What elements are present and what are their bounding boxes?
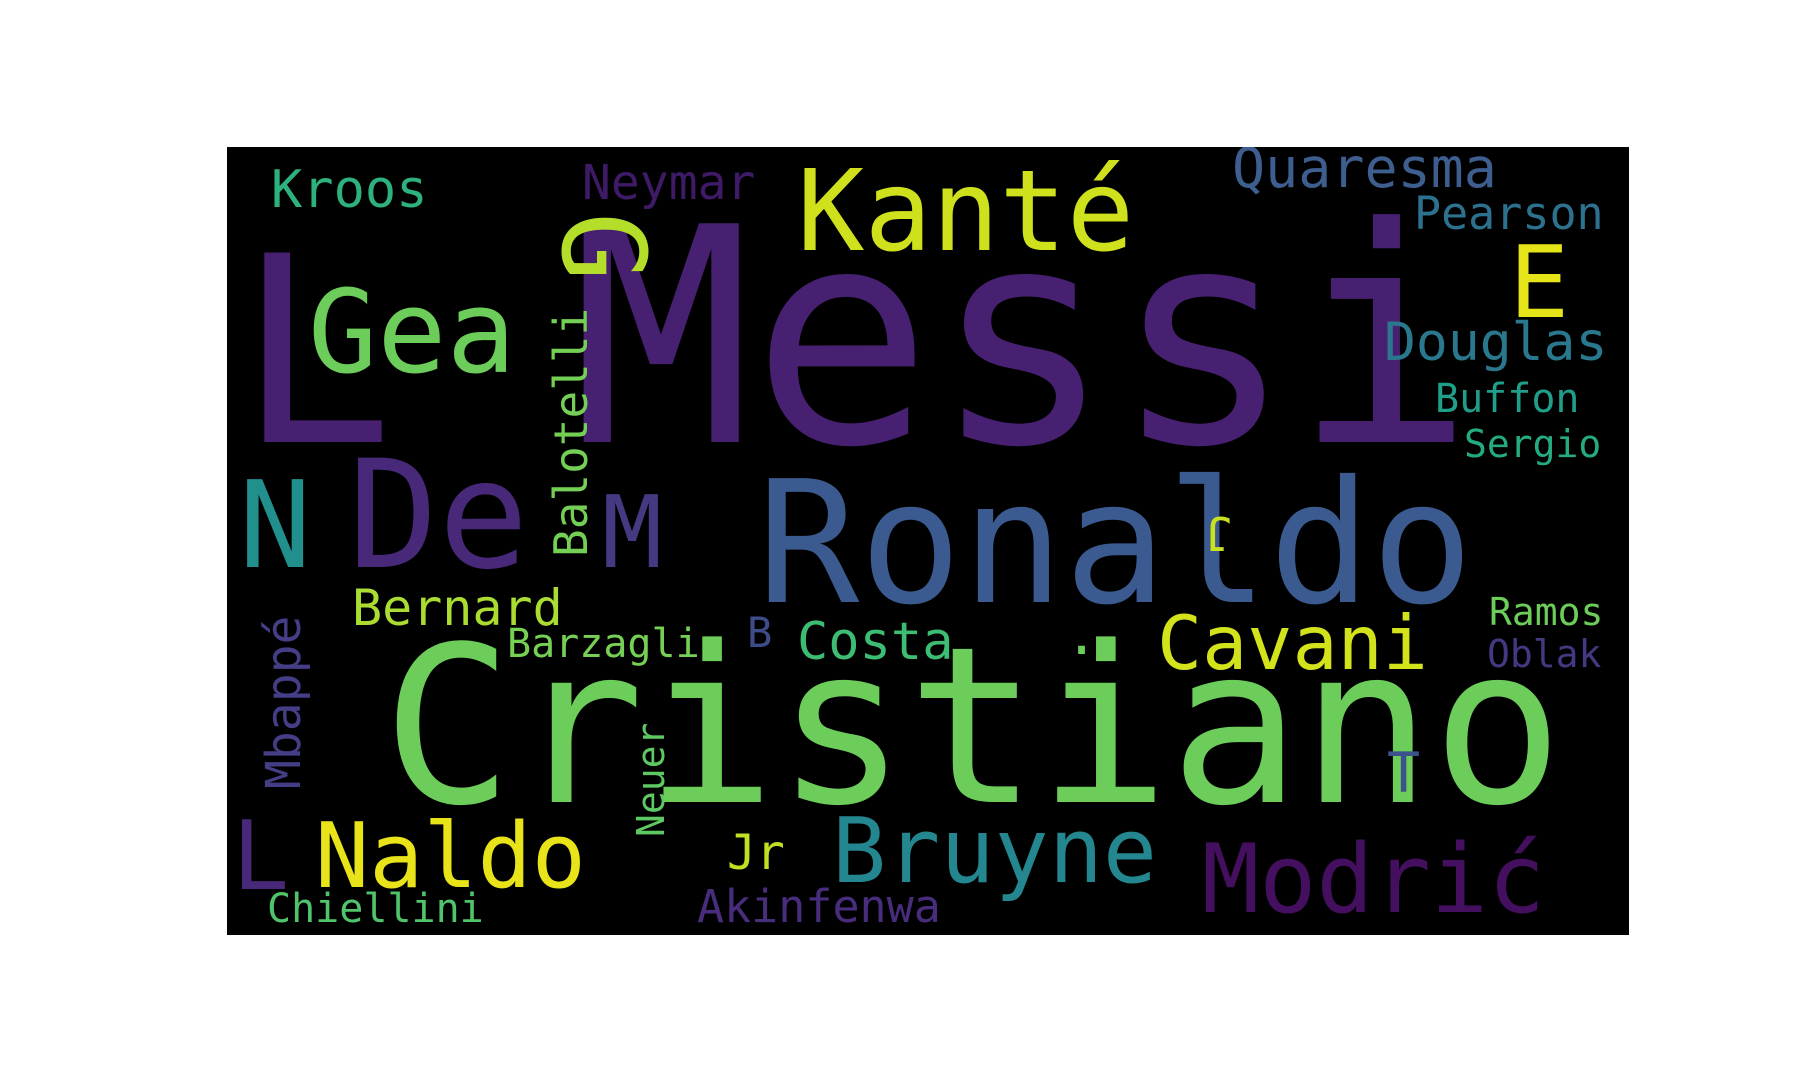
word-sergio: Sergio — [1464, 422, 1601, 466]
word-pearson: Pearson — [1414, 187, 1604, 240]
word-kante: Kanté — [797, 147, 1134, 277]
word-barzagli: Barzagli — [507, 621, 700, 667]
word-oblak: Oblak — [1487, 632, 1602, 676]
word-douglas: Douglas — [1384, 312, 1607, 373]
word-dot1: . — [691, 603, 724, 667]
word-cristiano: Cristiano — [382, 601, 1563, 854]
word-de: De — [348, 429, 529, 603]
word-balotelli: Balotelli — [544, 308, 598, 557]
word-kroos: Kroos — [271, 160, 428, 220]
word-costa: Costa — [797, 612, 954, 672]
word-ramos: Ramos — [1489, 590, 1603, 634]
word-j: J — [1204, 506, 1232, 560]
word-cavani: Cavani — [1157, 599, 1428, 687]
word-t: T — [1387, 741, 1420, 805]
word-gea: Gea — [308, 266, 516, 400]
word-akinfenwa: Akinfenwa — [697, 880, 941, 933]
word-bernard: Bernard — [352, 579, 563, 637]
word-neuer: Neuer — [629, 723, 673, 837]
word-jr: Jr — [727, 825, 785, 881]
word-g: G — [535, 212, 669, 281]
word-neymar: Neymar — [582, 155, 755, 211]
word-l-big: L — [237, 202, 394, 504]
word-l-small: L — [232, 802, 289, 912]
word-n: N — [239, 457, 311, 596]
word-quaresma: Quaresma — [1232, 147, 1497, 200]
word-bruyne: Bruyne — [832, 799, 1157, 904]
word-modric: Modrić — [1202, 825, 1545, 935]
word-naldo: Naldo — [315, 804, 586, 909]
word-buffon: Buffon — [1435, 376, 1580, 422]
word-chiellini: Chiellini — [267, 886, 484, 932]
word-dot2: . — [1065, 603, 1098, 667]
word-b: B — [747, 608, 772, 657]
word-ronaldo: Ronaldo — [757, 445, 1473, 643]
word-mbappe: Mbappé — [256, 616, 312, 789]
word-m: M — [602, 474, 662, 591]
word-cloud: Messi Cristiano Ronaldo Kanté Gea De L N M G E Nald… — [227, 147, 1629, 935]
word-e: E — [1509, 224, 1569, 341]
word-messi: Messi — [571, 164, 1474, 513]
